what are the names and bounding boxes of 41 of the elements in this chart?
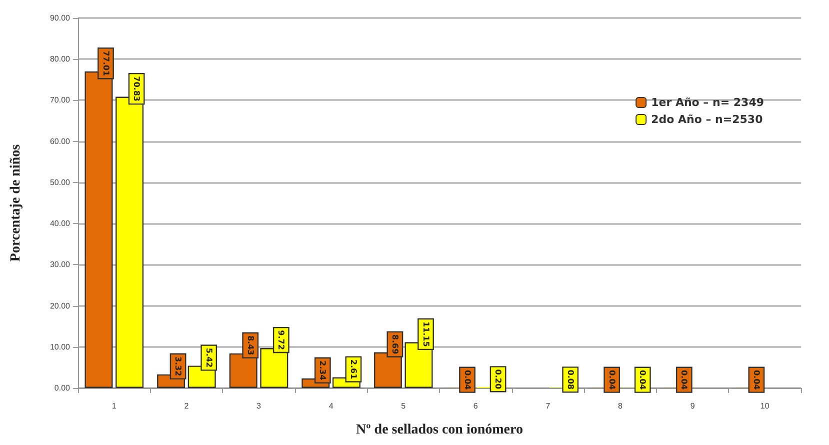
x-tick-label: 2 (184, 402, 190, 410)
y-tick-label: 0.00 (54, 384, 71, 392)
y-tick-label: 40.00 (50, 219, 71, 228)
y-tick-label: 60.00 (50, 136, 71, 146)
data-label: 0.04 (680, 370, 689, 390)
data-label: 2.61 (348, 359, 358, 380)
data-label: 0.20 (494, 369, 503, 390)
x-tick-label: 7 (546, 402, 551, 410)
data-label: 9.72 (276, 330, 286, 350)
data-label: 0.04 (607, 370, 616, 390)
data-label: 3.32 (174, 356, 183, 376)
x-tick-label: 5 (401, 402, 406, 410)
x-tick-label: 4 (328, 402, 334, 410)
y-tick-label: 90.00 (50, 14, 71, 22)
y-tick-label: 20.00 (50, 301, 71, 310)
x-tick-label: 9 (690, 402, 696, 410)
data-label: 8.69 (390, 334, 400, 355)
data-label: 5.42 (204, 348, 214, 368)
y-tick-label: 80.00 (50, 54, 71, 64)
y-tick-label: 70.00 (50, 96, 71, 105)
x-tick-label: 1 (112, 402, 117, 410)
x-tick-label: 6 (473, 402, 478, 410)
y-tick-label: 50.00 (50, 178, 71, 187)
y-tick-label: 10.00 (50, 342, 71, 352)
data-label: 11.15 (421, 322, 430, 348)
x-tick-label: 3 (256, 402, 262, 410)
data-label: 0.04 (462, 370, 472, 390)
data-label: 0.04 (752, 370, 761, 390)
x-tick-label: 10 (760, 402, 770, 410)
data-label: 0.04 (638, 370, 648, 390)
y-axis-title: Porcentaje de niños (8, 144, 24, 262)
data-label: 8.43 (246, 335, 255, 356)
x-axis-title: Nº de sellados con ionómero (356, 422, 523, 438)
legend-label: 2do Año – n=2530 (651, 113, 764, 126)
data-label: 2.34 (318, 360, 328, 381)
x-tick-label: 8 (618, 402, 624, 410)
data-label: 0.08 (566, 370, 575, 390)
y-tick-label: 30.00 (50, 260, 71, 270)
data-label: 70.83 (132, 76, 142, 102)
data-label: 77.01 (101, 50, 110, 76)
legend-label: 1er Año – n= 2349 (651, 96, 764, 109)
